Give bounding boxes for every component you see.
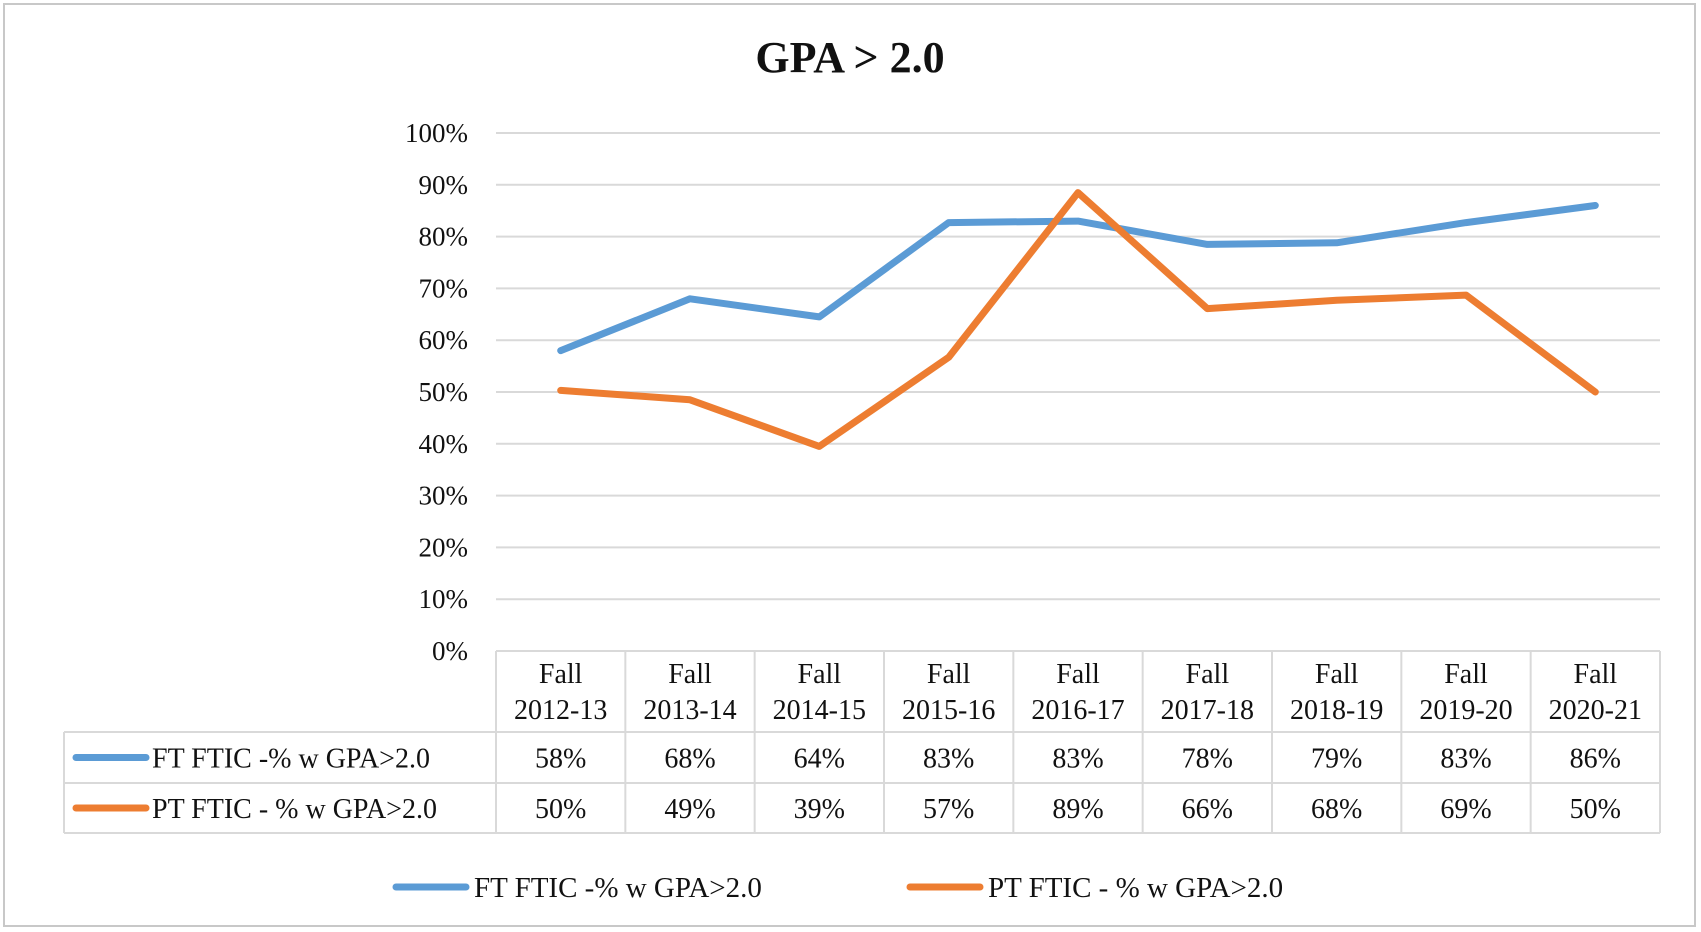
data-table-cell: 83% [1052, 744, 1103, 775]
data-table-cell: 78% [1182, 744, 1233, 775]
category-label: Fall [668, 659, 712, 690]
y-tick-label: 30% [419, 481, 469, 511]
table-series-name: PT FTIC - % w GPA>2.0 [152, 794, 437, 825]
data-table-cell: 89% [1052, 794, 1103, 825]
gridlines [496, 132, 1660, 601]
data-table-cell: 83% [923, 744, 974, 775]
category-label: 2019-20 [1419, 695, 1512, 726]
category-label: 2017-18 [1161, 695, 1254, 726]
y-tick-label: 40% [419, 429, 469, 459]
y-tick-label: 90% [419, 170, 469, 200]
y-tick-label: 20% [419, 532, 469, 562]
data-table-cell: 50% [535, 794, 586, 825]
chart-title: GPA > 2.0 [755, 33, 944, 82]
data-table-cell: 79% [1311, 744, 1362, 775]
category-label: Fall [1056, 659, 1100, 690]
y-tick-label: 10% [419, 584, 469, 614]
category-label: 2012-13 [514, 695, 607, 726]
chart-frame [3, 3, 1696, 927]
data-table-cell: 66% [1182, 794, 1233, 825]
category-label: Fall [1315, 659, 1359, 690]
series-lines [557, 189, 1599, 450]
category-label: Fall [1186, 659, 1230, 690]
data-table-cell: 39% [794, 794, 845, 825]
category-label: 2015-16 [902, 695, 995, 726]
y-tick-label: 100% [405, 118, 468, 148]
data-table-cell: 83% [1440, 744, 1491, 775]
category-label: 2014-15 [773, 695, 866, 726]
data-table-cell: 64% [794, 744, 845, 775]
legend: FT FTIC -% w GPA>2.0 PT FTIC - % w GPA>2.… [392, 872, 1283, 904]
category-label: Fall [798, 659, 842, 690]
category-label: 2018-19 [1290, 695, 1383, 726]
y-axis: 0% 10% 20% 30% 40% 50% 60% 70% 80% 90% 100% [405, 118, 468, 666]
data-table-cell: 50% [1570, 794, 1621, 825]
series-line [557, 189, 1599, 450]
data-table-cell: 58% [535, 744, 586, 775]
y-tick-label: 0% [432, 636, 468, 666]
category-label: 2013-14 [643, 695, 736, 726]
data-table-cell: 57% [923, 794, 974, 825]
data-table-cell: 69% [1440, 794, 1491, 825]
data-table-cell: 86% [1570, 744, 1621, 775]
category-label: 2016-17 [1031, 695, 1124, 726]
series-line [557, 202, 1599, 355]
category-label: Fall [1574, 659, 1618, 690]
y-tick-label: 60% [419, 325, 469, 355]
data-table-cell: 68% [664, 744, 715, 775]
data-table-cell: 49% [664, 794, 715, 825]
category-label: Fall [1444, 659, 1488, 690]
category-label: 2020-21 [1549, 695, 1642, 726]
legend-label: FT FTIC -% w GPA>2.0 [474, 872, 762, 904]
y-tick-label: 80% [419, 222, 469, 252]
category-label: Fall [539, 659, 583, 690]
category-label: Fall [927, 659, 971, 690]
y-tick-label: 50% [419, 377, 469, 407]
data-table: Fall 2012-13 Fall 2013-14 Fall 2014-15 Fall 201… [63, 650, 1661, 834]
data-table-cell: 68% [1311, 794, 1362, 825]
legend-label: PT FTIC - % w GPA>2.0 [988, 872, 1283, 904]
table-series-name: FT FTIC -% w GPA>2.0 [152, 744, 430, 775]
y-tick-label: 70% [419, 273, 469, 303]
